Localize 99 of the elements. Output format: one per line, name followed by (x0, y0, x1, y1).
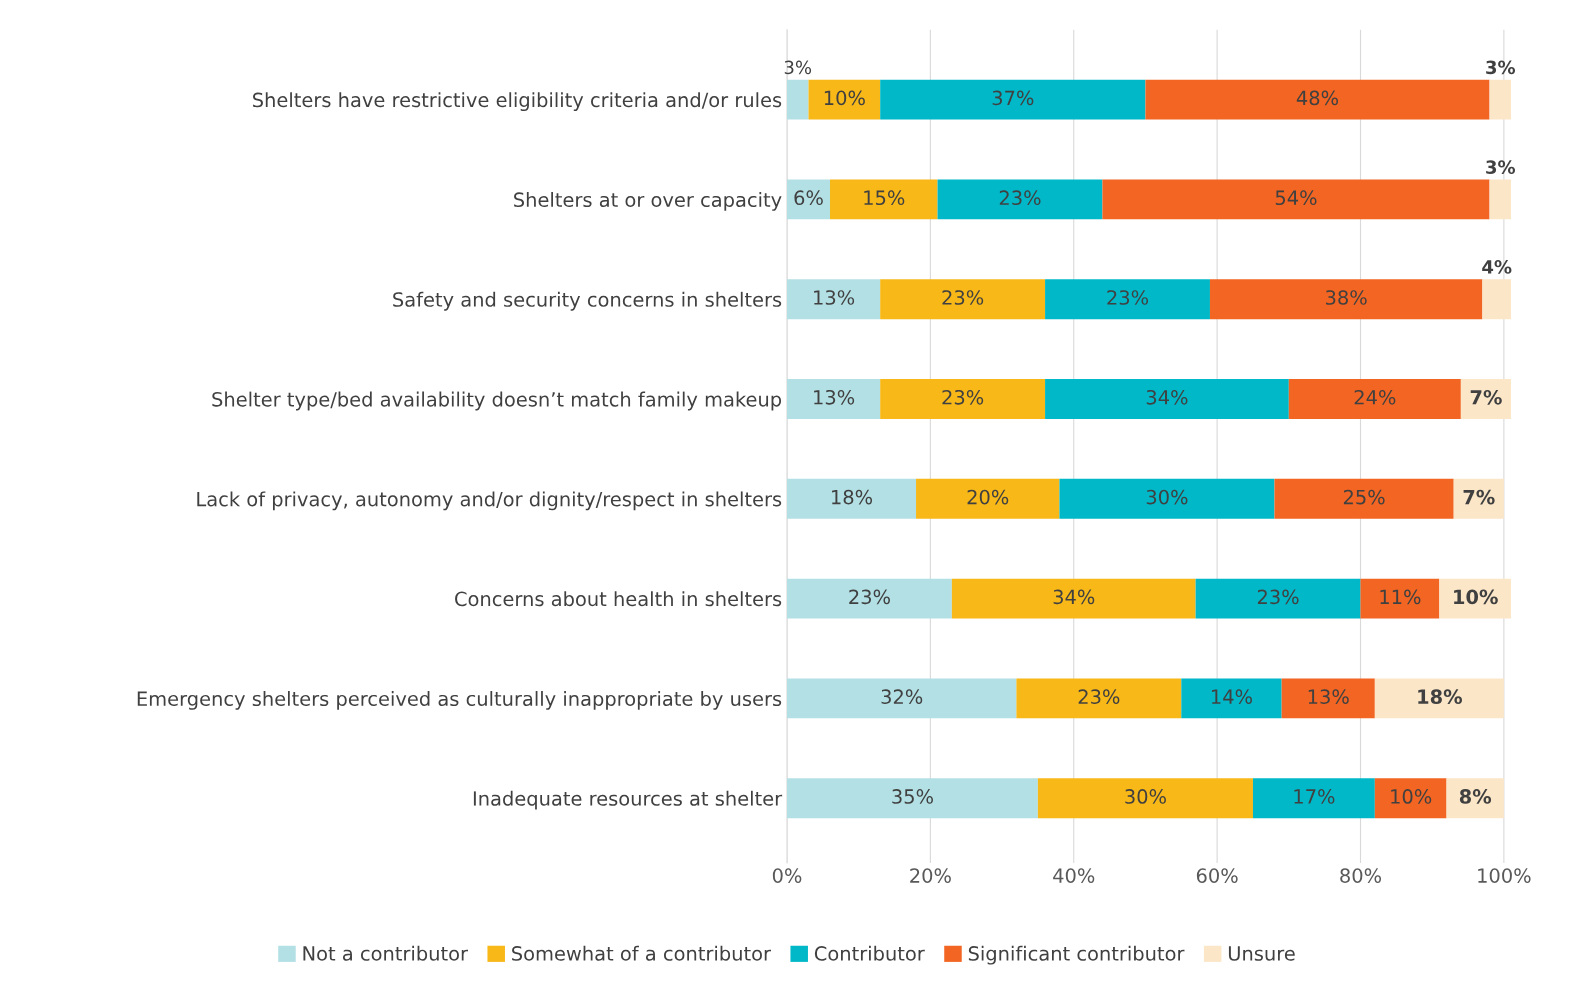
bar (1446, 778, 1504, 819)
data-label: 3% (1486, 160, 1516, 174)
data-label: 20% (967, 489, 1009, 505)
data-label: 14% (1211, 689, 1252, 705)
y-tick-label: Shelters at or over capacity (514, 192, 782, 211)
data-label: 13% (1308, 689, 1349, 705)
data-label: 13% (814, 389, 855, 405)
data-label: 18% (832, 489, 873, 505)
data-label: 6% (794, 190, 823, 206)
bar (1460, 379, 1512, 419)
data-label: 15% (864, 190, 905, 206)
bar (787, 778, 1038, 819)
x-tick-label: 80% (1340, 868, 1382, 883)
data-label: 24% (1354, 389, 1396, 405)
bar (1045, 379, 1289, 419)
y-tick-label: Emergency shelters perceived as culturally inappropriate by users (137, 690, 782, 710)
data-label: 10% (1391, 789, 1432, 804)
legend-label: Not a contributor (303, 945, 469, 961)
data-label: 30% (1146, 489, 1188, 505)
bar (916, 478, 1060, 519)
bar (1016, 678, 1182, 719)
bar (1482, 279, 1512, 320)
bar (1439, 578, 1512, 619)
bar (1489, 179, 1512, 220)
bar (787, 79, 809, 120)
y-tick-label: Concerns about health in shelters (455, 591, 782, 607)
bar (880, 379, 1046, 419)
x-tick-label: 60% (1196, 868, 1238, 883)
data-label: 13% (814, 290, 855, 305)
data-label: 23% (999, 190, 1041, 206)
x-tick-label: 0% (772, 868, 802, 883)
data-label: 23% (849, 589, 890, 605)
data-label: 34% (1053, 589, 1095, 605)
data-label: 37% (992, 90, 1034, 106)
data-label: 34% (1146, 389, 1188, 405)
y-tick-label: Safety and security concerns in shelters (393, 291, 782, 311)
data-label: 48% (1296, 90, 1339, 106)
bar (1374, 778, 1447, 819)
bar (1059, 478, 1275, 519)
x-tick-label: 40% (1053, 868, 1095, 883)
y-tick-label: Lack of privacy, autonomy and/or dignity/respect in shelters (197, 491, 782, 511)
bar (1489, 79, 1512, 120)
data-label: 4% (1482, 260, 1512, 274)
bar (1037, 778, 1253, 819)
bar (1252, 778, 1375, 819)
data-label: 23% (1107, 290, 1149, 305)
bar (787, 678, 1017, 719)
bar (937, 179, 1103, 220)
legend-label: Significant contributor (968, 945, 1185, 965)
data-label: 23% (1257, 589, 1299, 605)
bar (1195, 578, 1361, 619)
bar (880, 279, 1046, 320)
bar (1274, 478, 1454, 519)
data-label: 7% (1463, 489, 1495, 505)
bar (1045, 279, 1210, 320)
data-label: 10% (1454, 589, 1498, 605)
bar (951, 578, 1196, 619)
data-label: 18% (1418, 689, 1462, 705)
legend-label: Unsure (1228, 946, 1295, 961)
data-label: 11% (1380, 589, 1421, 605)
x-tick-label: 100% (1478, 868, 1531, 883)
data-label: 10% (824, 90, 865, 106)
bar (1288, 379, 1461, 419)
bar (880, 79, 1146, 120)
bar (787, 578, 952, 619)
bar (808, 79, 881, 120)
bar (1281, 678, 1375, 719)
data-label: 32% (881, 689, 923, 705)
x-tick-label: 20% (910, 868, 951, 883)
data-label: 23% (1078, 689, 1120, 705)
data-label: 3% (784, 60, 812, 75)
bar (787, 279, 881, 320)
bar (787, 478, 917, 519)
y-tick-label: Inadequate resources at shelter (473, 790, 783, 810)
data-label: 17% (1294, 789, 1335, 804)
legend-label: Somewhat of a contributor (512, 945, 772, 961)
legend-label: Contributor (814, 945, 925, 961)
data-label: 23% (942, 389, 984, 405)
bar (830, 179, 938, 220)
y-tick-label: Shelter type/bed availability doesn’t match family makeup (212, 391, 782, 411)
data-label: 38% (1326, 290, 1367, 305)
y-tick-label: Shelters have restrictive eligibility criteria and/or rules (253, 92, 782, 112)
bar (1360, 578, 1440, 619)
bar (1453, 478, 1504, 519)
data-label: 25% (1343, 489, 1385, 505)
bar (1102, 179, 1490, 220)
data-label: 35% (892, 789, 933, 804)
bar (1145, 79, 1490, 120)
bar (787, 379, 881, 419)
data-label: 8% (1459, 789, 1492, 804)
data-label: 23% (942, 290, 984, 305)
data-label: 3% (1486, 60, 1516, 75)
bar (787, 179, 831, 220)
bar (1209, 279, 1483, 320)
data-label: 54% (1275, 190, 1317, 206)
data-label: 7% (1470, 389, 1502, 405)
data-label: 30% (1125, 789, 1166, 804)
bar (1181, 678, 1282, 719)
bar (1374, 678, 1504, 719)
